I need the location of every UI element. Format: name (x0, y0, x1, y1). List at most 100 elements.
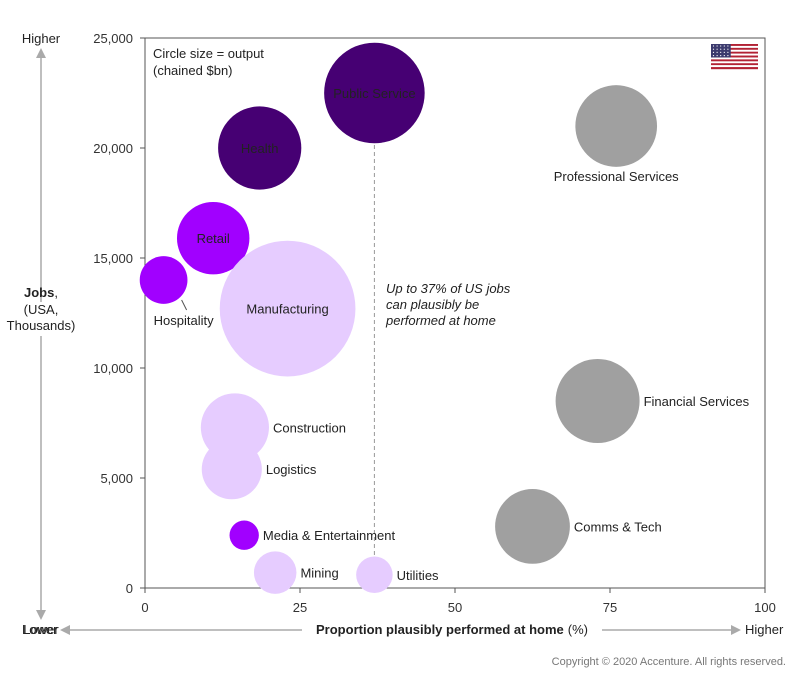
flag-stripe (711, 67, 758, 70)
bubble-label: Manufacturing (246, 302, 328, 317)
reference-annotation-line: can plausibly be (386, 297, 479, 312)
bubble-label: Logistics (266, 462, 317, 477)
x-tick-label: 75 (603, 600, 617, 615)
bubble-utilities (356, 556, 393, 594)
y-axis-label-bold: Jobs (24, 285, 54, 300)
y-arrow-down-icon (36, 610, 46, 620)
size-legend-line1: Circle size = output (153, 46, 264, 61)
y-tick-label: 10,000 (93, 361, 133, 376)
flag-stripe (711, 55, 758, 58)
bubble-label: Financial Services (644, 394, 750, 409)
flag-stripe (711, 57, 758, 60)
bubble-public-service (324, 42, 425, 144)
flag-stripe (711, 53, 758, 56)
y-axis-label-line1: (USA, (24, 302, 59, 317)
y-tick-label: 15,000 (93, 251, 133, 266)
axis-ticks: 0 5,000 10,000 15,000 20,000 25,000 0 25 50 75 100 (93, 31, 776, 615)
copyright-text: Copyright © 2020 Accenture. All rights r… (551, 656, 786, 668)
x-axis-label: Proportion plausibly performed at home (%… (316, 622, 588, 637)
x-axis-label-unit: (%) (568, 622, 588, 637)
bubble-label: Utilities (397, 568, 439, 583)
flag-stripe (711, 47, 758, 50)
x-axis-label-bg (302, 620, 602, 640)
flag-stripe (711, 45, 758, 49)
y-tick-label: 20,000 (93, 141, 133, 156)
bubble-media-entertainment (229, 520, 259, 550)
size-legend-line2: (chained $bn) (153, 63, 233, 78)
flag-stripe (711, 49, 758, 52)
bubble-professional-services (575, 85, 658, 167)
flag-star (720, 51, 722, 54)
bubble-label: Media & Entertainment (263, 528, 396, 543)
y-axis-label: Jobs, (24, 285, 58, 300)
flag-stripe (711, 61, 758, 64)
bubble-logistics (201, 439, 262, 500)
flag-stripe (711, 65, 758, 68)
flag-star (727, 48, 729, 50)
x-low-label: Lower (22, 622, 58, 637)
us-flag-icon (711, 44, 758, 70)
flag-star (712, 48, 715, 50)
bubble-label: Construction (273, 420, 346, 435)
bubble-mining (253, 551, 297, 594)
bubble-label: Comms & Tech (574, 519, 662, 534)
bubble-financial-services (555, 359, 640, 443)
bubble-retail (176, 201, 250, 275)
y-axis-label-line2: Thousands) (7, 318, 76, 333)
flag-star (720, 48, 722, 50)
y-arrow-up-icon (36, 48, 46, 58)
bubble-label: Public Service (333, 86, 415, 101)
y-high-label: Higher (22, 31, 61, 46)
x-arrow-left-icon (60, 625, 70, 635)
flag-star (723, 55, 725, 57)
flag-stripe (711, 59, 758, 62)
bubble-label: Mining (300, 566, 338, 581)
flag-star (712, 45, 715, 47)
flag-star (716, 51, 718, 54)
bubble-label: Health (241, 141, 279, 156)
flag-stripe (711, 44, 758, 47)
flag-star (716, 55, 718, 57)
bubble-health (218, 106, 302, 190)
bubble-manufacturing (219, 240, 356, 377)
y-tick-label: 0 (126, 581, 133, 596)
flag-star (720, 55, 722, 57)
flag-star (716, 45, 718, 47)
flag-stripe (711, 63, 758, 66)
flag-star (727, 51, 729, 54)
flag-star (727, 45, 729, 47)
flag-star (712, 51, 715, 54)
flag-stripe (711, 51, 758, 54)
flag-star (716, 48, 718, 50)
y-axis-label-rest: , (54, 285, 58, 300)
x-tick-label: 100 (754, 600, 776, 615)
flag-star (723, 48, 725, 50)
bubble-label: Retail (197, 231, 230, 246)
bubble-labels: Public Service Health Retail Hospitality Man… (154, 86, 750, 583)
x-tick-label: 50 (448, 600, 462, 615)
x-high-label: Higher (745, 622, 784, 637)
bubble-comms-tech (495, 489, 570, 564)
bubble-label: Hospitality (154, 313, 214, 328)
x-arrow-right-icon (731, 625, 741, 635)
y-low-label: Lower (23, 622, 59, 637)
reference-annotation-line: Up to 37% of US jobs (386, 281, 511, 296)
bubble-label: Professional Services (554, 169, 679, 184)
x-tick-label: 25 (293, 600, 307, 615)
flag-star (723, 51, 725, 54)
flag-star (723, 45, 725, 47)
flag-canton (711, 44, 731, 58)
y-tick-label: 25,000 (93, 31, 133, 46)
y-axis-label-bg (0, 302, 82, 336)
bubbles (139, 42, 658, 594)
bubble-hospitality (139, 256, 188, 304)
x-axis-label-bold: Proportion plausibly performed at home (316, 622, 564, 637)
flag-star (712, 55, 715, 57)
flag-star (720, 45, 722, 47)
y-tick-label: 5,000 (100, 471, 133, 486)
label-leader-line (181, 299, 188, 311)
reference-annotation-line: performed at home (385, 313, 496, 328)
flag-star (727, 55, 729, 57)
